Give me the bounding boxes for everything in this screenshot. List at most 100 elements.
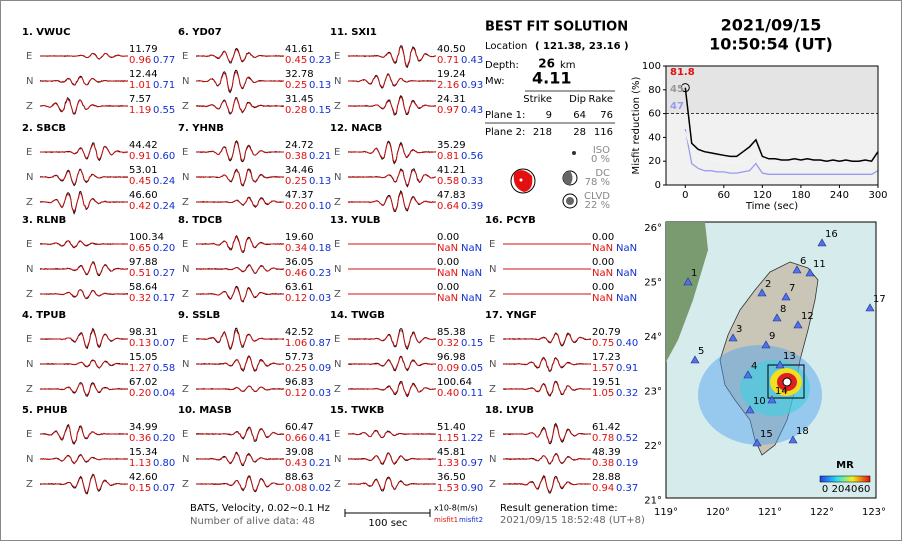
component-label: Z <box>182 289 189 300</box>
lat-label: 26° <box>644 223 662 234</box>
station-marker <box>690 355 700 364</box>
amplitude: 34.99 <box>129 422 158 433</box>
synthetic-trace <box>347 382 437 396</box>
misfit2: 0.23 <box>309 55 331 66</box>
station-number: 4 <box>751 361 757 372</box>
misfit2: 0.15 <box>309 105 331 116</box>
misfit2: 0.02 <box>309 483 331 494</box>
synthetic-trace <box>39 97 129 115</box>
station-number: 5 <box>698 346 704 357</box>
station-marker <box>743 370 753 379</box>
misfit1: 0.96 <box>129 55 151 66</box>
synthetic-trace <box>502 424 592 444</box>
lon-label: 121° <box>758 507 782 518</box>
synthetic-trace <box>347 46 437 67</box>
component-label: E <box>182 51 188 62</box>
amplitude: 32.78 <box>285 69 314 80</box>
component-label: E <box>489 239 495 250</box>
misfit1: 0.46 <box>285 268 307 279</box>
misfit2: 0.58 <box>153 363 175 374</box>
x-tick-label: 240 <box>830 190 849 201</box>
amplitude: 35.29 <box>437 140 466 151</box>
station-marker <box>752 438 762 447</box>
station-number: 1 <box>691 268 697 279</box>
misfit2-legend: misfit2 <box>459 516 483 524</box>
synthetic-trace <box>195 196 285 207</box>
plane-value: 28 <box>573 127 586 138</box>
map: 26°25°24°23°22°21°119° 120° 121° 122° 123°12… <box>644 221 886 518</box>
amplitude: 96.98 <box>437 352 466 363</box>
y-tick-label: 60 <box>648 109 661 120</box>
synthetic-trace <box>195 48 285 63</box>
time-scale: 100 sec <box>368 518 407 529</box>
misfit1: 1.27 <box>129 363 151 374</box>
amplitude: 19.60 <box>285 232 314 243</box>
misfit1: 0.40 <box>437 388 459 399</box>
amplitude: 0.00 <box>437 257 459 268</box>
station-marker <box>792 265 802 274</box>
location: ( 121.38, 23.16 ) <box>535 41 629 52</box>
station-name: 15. TWKB <box>330 405 384 416</box>
station-marker <box>775 360 785 369</box>
legend-scale <box>344 509 431 517</box>
synthetic-trace <box>39 169 129 186</box>
station-name: 8. TDCB <box>178 215 222 226</box>
amplitude: 45.81 <box>437 447 466 458</box>
misfit2: 0.43 <box>461 105 483 116</box>
station-number: 2 <box>765 279 771 290</box>
amplitude: 60.47 <box>285 422 314 433</box>
synthetic-trace <box>348 169 437 186</box>
misfit1: 1.33 <box>437 458 459 469</box>
misfit1: 0.78 <box>592 433 614 444</box>
synthetic-trace <box>347 141 437 164</box>
misfit2: 0.60 <box>153 151 175 162</box>
synthetic-trace <box>502 476 591 493</box>
amplitude: 48.39 <box>592 447 621 458</box>
misfit2: 0.03 <box>309 388 331 399</box>
column-header: Rake <box>589 94 613 105</box>
synthetic-trace <box>40 474 129 494</box>
component-label: E <box>182 239 188 250</box>
misfit2: 0.09 <box>309 363 331 374</box>
amplitude: 0.00 <box>592 257 614 268</box>
component-label: Z <box>489 479 496 490</box>
misfit2: 0.27 <box>153 268 175 279</box>
synthetic-trace <box>195 355 285 372</box>
station-name: 16. PCYB <box>485 215 536 226</box>
colorbar-tick: 60 <box>858 484 871 495</box>
generated-label: Result generation time: <box>500 503 618 514</box>
misfit2: 0.24 <box>153 176 175 187</box>
lat-label: 24° <box>644 332 662 343</box>
misfit1: 1.19 <box>129 105 151 116</box>
component-label: E <box>489 334 495 345</box>
misfit1: 1.01 <box>129 80 151 91</box>
amplitude: 57.73 <box>285 352 314 363</box>
misfit1: 0.15 <box>129 483 151 494</box>
synthetic-trace <box>195 71 285 93</box>
synthetic-trace <box>39 261 129 276</box>
station-name: 6. YD07 <box>178 27 222 38</box>
synthetic-trace <box>502 357 592 372</box>
component-label: E <box>26 239 32 250</box>
beachball <box>510 151 578 209</box>
component-label: N <box>489 454 496 465</box>
component-label: N <box>182 359 189 370</box>
misfit2: 0.17 <box>153 293 175 304</box>
colorbar-tick: 20 <box>832 484 845 495</box>
amplitude: 24.31 <box>437 94 466 105</box>
amplitude: 63.61 <box>285 282 314 293</box>
amplitude: 28.88 <box>592 472 621 483</box>
component-label: E <box>334 147 340 158</box>
misfit1: NaN <box>437 293 458 304</box>
depth-unit: km <box>560 60 576 71</box>
misfit1: 1.57 <box>592 363 614 374</box>
mt-component: CLVD <box>584 191 610 202</box>
misfit2: 0.91 <box>616 363 638 374</box>
component-label: N <box>26 172 33 183</box>
station-number: 17 <box>873 294 886 305</box>
plane-label: Plane 2: <box>485 127 525 138</box>
station-number: 16 <box>825 229 838 240</box>
misfit1: NaN <box>592 243 613 254</box>
y-axis-label: Misfit reduction (%) <box>631 76 642 174</box>
